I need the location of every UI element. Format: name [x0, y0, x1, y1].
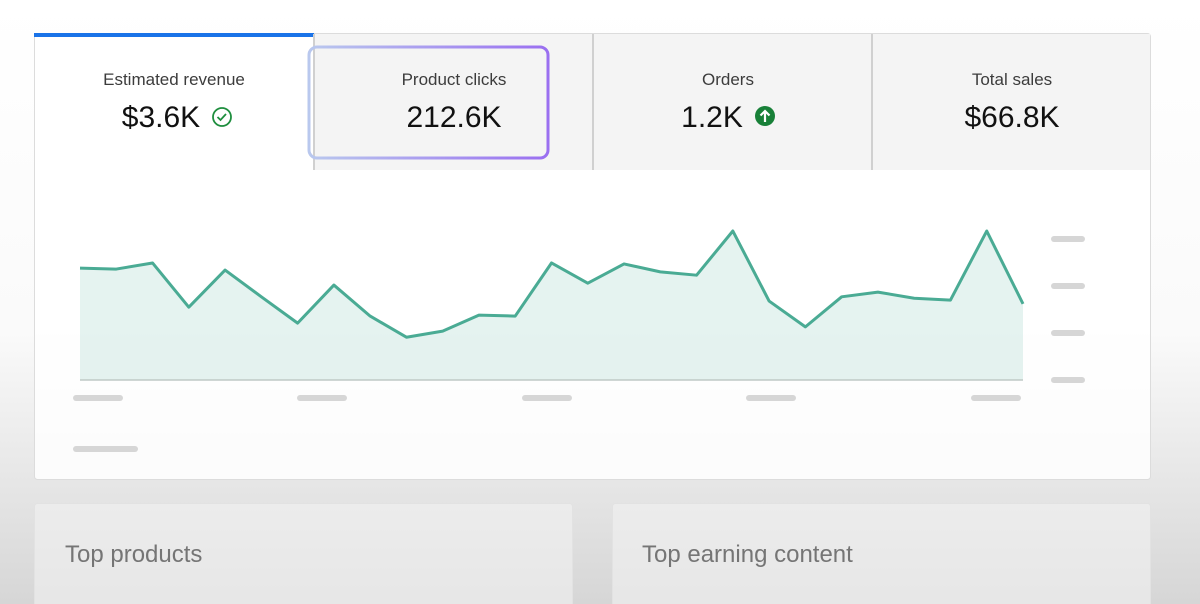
- x-placeholders: [73, 395, 1021, 452]
- up-arrow: [759, 109, 771, 122]
- section-title: Top products: [65, 541, 202, 568]
- highlight: [307, 45, 550, 160]
- tab-value: 1.2K: [681, 101, 743, 134]
- tab-label: Orders: [702, 70, 754, 89]
- check-mark: [216, 113, 227, 122]
- y-tick-placeholder: [1051, 330, 1085, 336]
- y-tick-placeholder: [1051, 236, 1085, 242]
- tab-value: $3.6K: [122, 101, 200, 134]
- active-indicator: [34, 33, 314, 37]
- tab-value: 212.6K: [406, 101, 501, 134]
- tab-label: Estimated revenue: [103, 70, 245, 89]
- section-card: [612, 503, 1151, 604]
- tab-strip: [314, 34, 1150, 170]
- line: [79, 229, 1025, 339]
- y-tick-placeholder: [1051, 283, 1085, 289]
- section-card: [34, 503, 573, 604]
- check-icon: [212, 107, 232, 127]
- y-tick-placeholder: [1051, 377, 1085, 383]
- tab-label: Total sales: [972, 70, 1052, 89]
- area: [80, 231, 1023, 380]
- tab-value: $66.8K: [964, 101, 1059, 134]
- tab-label: Product clicks: [402, 70, 507, 89]
- section-title: Top earning content: [642, 541, 853, 568]
